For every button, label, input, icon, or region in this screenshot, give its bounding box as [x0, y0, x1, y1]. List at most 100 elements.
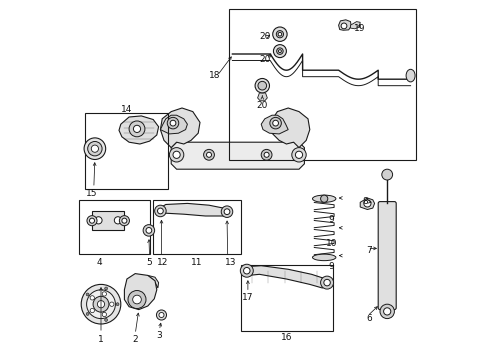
Polygon shape: [270, 108, 310, 148]
Text: 20: 20: [257, 101, 268, 110]
Bar: [242, 265, 333, 331]
Circle shape: [102, 292, 106, 296]
Polygon shape: [350, 22, 360, 29]
Polygon shape: [339, 20, 351, 30]
Polygon shape: [160, 115, 187, 134]
Circle shape: [143, 225, 155, 236]
Polygon shape: [261, 115, 288, 134]
Circle shape: [240, 264, 253, 277]
Text: 7: 7: [367, 246, 372, 255]
Text: 11: 11: [191, 258, 202, 266]
Polygon shape: [245, 266, 327, 288]
Text: 19: 19: [354, 24, 366, 33]
Circle shape: [221, 206, 233, 217]
Circle shape: [91, 145, 98, 152]
Ellipse shape: [313, 254, 336, 261]
Text: 17: 17: [242, 292, 254, 302]
Ellipse shape: [313, 195, 336, 202]
Circle shape: [90, 296, 95, 300]
Circle shape: [295, 151, 303, 158]
Circle shape: [157, 208, 163, 214]
Circle shape: [81, 284, 121, 324]
Circle shape: [93, 296, 109, 312]
Circle shape: [90, 218, 95, 223]
Text: 15: 15: [86, 189, 97, 198]
Circle shape: [156, 310, 167, 320]
Polygon shape: [160, 108, 200, 148]
Circle shape: [273, 45, 286, 58]
Circle shape: [88, 141, 102, 156]
Text: 18: 18: [209, 71, 220, 80]
Text: 12: 12: [156, 258, 168, 266]
Circle shape: [324, 279, 330, 286]
Circle shape: [273, 120, 278, 126]
Circle shape: [278, 32, 282, 36]
Circle shape: [244, 267, 250, 274]
Bar: [79, 200, 149, 254]
Circle shape: [86, 293, 89, 296]
Text: 1: 1: [98, 335, 104, 343]
Ellipse shape: [406, 69, 415, 82]
Circle shape: [364, 200, 371, 207]
Circle shape: [167, 117, 179, 129]
Circle shape: [98, 301, 104, 308]
Text: 3: 3: [156, 331, 162, 340]
Text: 8: 8: [363, 197, 368, 206]
Bar: [153, 200, 242, 254]
Circle shape: [173, 151, 180, 158]
Circle shape: [159, 312, 164, 318]
Polygon shape: [159, 203, 229, 216]
Circle shape: [270, 117, 281, 129]
FancyBboxPatch shape: [378, 202, 396, 310]
Circle shape: [255, 78, 270, 93]
Circle shape: [155, 205, 166, 217]
Circle shape: [384, 308, 391, 315]
Text: 9: 9: [328, 215, 334, 224]
Text: 20: 20: [259, 55, 270, 64]
Text: 5: 5: [147, 258, 152, 266]
Bar: [229, 9, 416, 160]
Polygon shape: [360, 198, 374, 210]
Circle shape: [122, 218, 127, 223]
Circle shape: [170, 120, 176, 126]
Text: 20: 20: [259, 32, 270, 41]
Circle shape: [320, 276, 334, 289]
Circle shape: [133, 295, 141, 304]
Text: 2: 2: [132, 335, 138, 343]
Polygon shape: [148, 275, 159, 288]
Circle shape: [120, 216, 129, 226]
Circle shape: [170, 148, 184, 162]
Circle shape: [264, 152, 269, 157]
Circle shape: [204, 149, 215, 160]
Circle shape: [146, 228, 152, 233]
Circle shape: [95, 217, 102, 224]
Circle shape: [128, 291, 146, 309]
Circle shape: [276, 31, 284, 38]
Polygon shape: [119, 116, 159, 144]
Circle shape: [84, 138, 106, 159]
Circle shape: [87, 216, 97, 226]
Circle shape: [105, 287, 108, 290]
Circle shape: [129, 121, 145, 137]
Circle shape: [224, 209, 230, 215]
Circle shape: [105, 319, 108, 321]
Polygon shape: [171, 142, 304, 169]
Bar: [85, 113, 168, 189]
Circle shape: [278, 50, 281, 53]
Circle shape: [87, 290, 116, 319]
Circle shape: [110, 302, 114, 306]
Text: 10: 10: [326, 239, 337, 248]
Circle shape: [102, 312, 106, 317]
Circle shape: [258, 81, 267, 90]
Text: 14: 14: [121, 105, 132, 114]
Circle shape: [116, 303, 119, 306]
Bar: [92, 211, 124, 230]
Text: 9: 9: [328, 262, 334, 271]
Text: 4: 4: [97, 258, 102, 266]
Polygon shape: [258, 93, 268, 101]
Polygon shape: [124, 274, 157, 310]
Circle shape: [382, 169, 392, 180]
Circle shape: [292, 148, 306, 162]
Circle shape: [114, 217, 122, 224]
Text: 6: 6: [367, 314, 372, 323]
